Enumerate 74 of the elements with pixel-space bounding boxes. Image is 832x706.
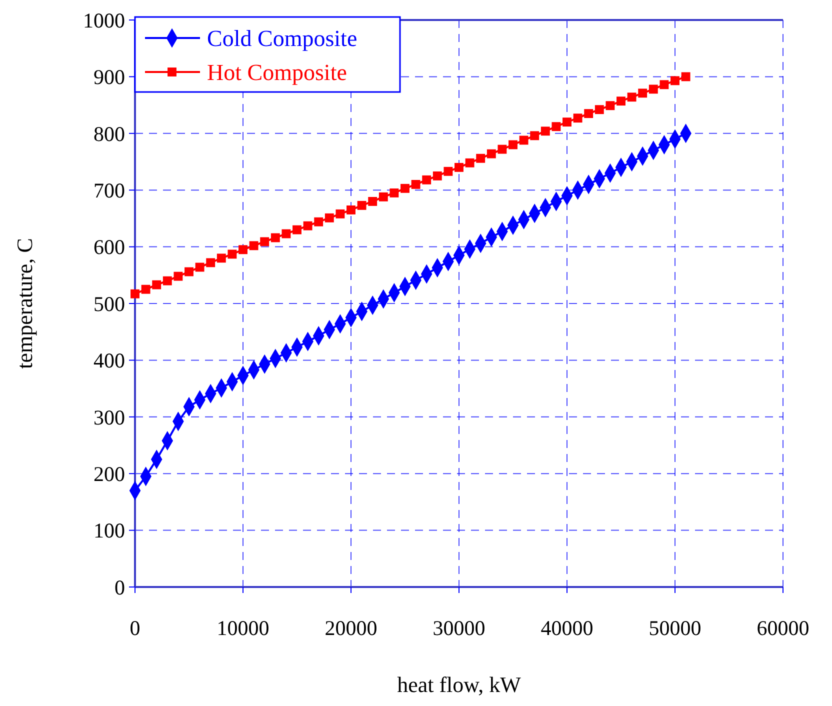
point xyxy=(681,72,690,82)
point xyxy=(346,205,356,214)
point xyxy=(324,213,334,222)
point xyxy=(400,184,410,193)
y-tick-label: 900 xyxy=(94,65,125,90)
x-tick-label: 40000 xyxy=(540,616,594,640)
point xyxy=(336,209,345,218)
y-tick-label: 800 xyxy=(94,122,125,146)
y-tick-label: 500 xyxy=(94,292,125,316)
point xyxy=(206,258,216,268)
y-tick-label: 1000 xyxy=(83,8,125,32)
point xyxy=(314,217,324,226)
point xyxy=(368,196,378,206)
point xyxy=(411,180,420,189)
y-axis-title: temperature, C xyxy=(12,238,37,369)
x-tick-label: 0 xyxy=(130,616,140,640)
point xyxy=(162,276,172,286)
point xyxy=(228,250,237,259)
point xyxy=(444,166,453,176)
point xyxy=(508,140,518,150)
point xyxy=(540,126,550,136)
point xyxy=(552,122,561,132)
y-tick-label: 400 xyxy=(94,348,125,373)
point xyxy=(238,245,248,254)
point xyxy=(249,241,258,250)
point xyxy=(174,272,183,281)
point xyxy=(282,229,291,238)
point xyxy=(594,105,604,114)
point xyxy=(422,175,432,184)
point xyxy=(670,76,680,86)
x-tick-label: 60000 xyxy=(756,616,810,640)
point xyxy=(627,92,636,102)
point xyxy=(454,162,464,172)
point xyxy=(378,192,388,202)
y-tick-label: 600 xyxy=(94,235,125,260)
x-tick-label: 20000 xyxy=(324,616,378,640)
point xyxy=(357,200,366,210)
y-tick-label: 200 xyxy=(94,462,125,486)
point xyxy=(260,237,270,246)
point xyxy=(486,149,496,158)
point xyxy=(660,80,669,90)
point xyxy=(292,225,302,234)
point xyxy=(530,131,540,140)
point xyxy=(130,289,140,298)
point xyxy=(498,144,507,154)
point xyxy=(476,154,486,163)
x-tick-label: 10000 xyxy=(216,616,270,640)
point xyxy=(562,118,572,127)
point xyxy=(152,280,162,290)
point xyxy=(270,233,280,242)
point xyxy=(303,221,312,230)
y-tick-label: 0 xyxy=(114,575,125,600)
point xyxy=(638,88,648,98)
legend-label: Hot Composite xyxy=(207,60,347,86)
point xyxy=(432,171,442,180)
point xyxy=(216,254,226,263)
legend-label: Cold Composite xyxy=(207,26,358,52)
x-axis-title: heat flow, kW xyxy=(397,672,522,697)
x-tick-label: 50000 xyxy=(648,616,702,640)
point xyxy=(584,109,594,118)
point xyxy=(465,158,474,168)
point xyxy=(648,84,658,94)
point xyxy=(606,101,615,110)
point xyxy=(519,136,528,145)
point xyxy=(141,284,150,294)
point xyxy=(573,114,582,123)
point xyxy=(616,96,626,106)
y-tick-label: 100 xyxy=(94,518,125,543)
point xyxy=(184,267,194,276)
x-tick-label: 30000 xyxy=(432,616,486,640)
y-tick-label: 700 xyxy=(94,178,125,202)
point xyxy=(390,188,399,198)
y-tick-label: 300 xyxy=(94,405,125,430)
point xyxy=(195,262,204,272)
